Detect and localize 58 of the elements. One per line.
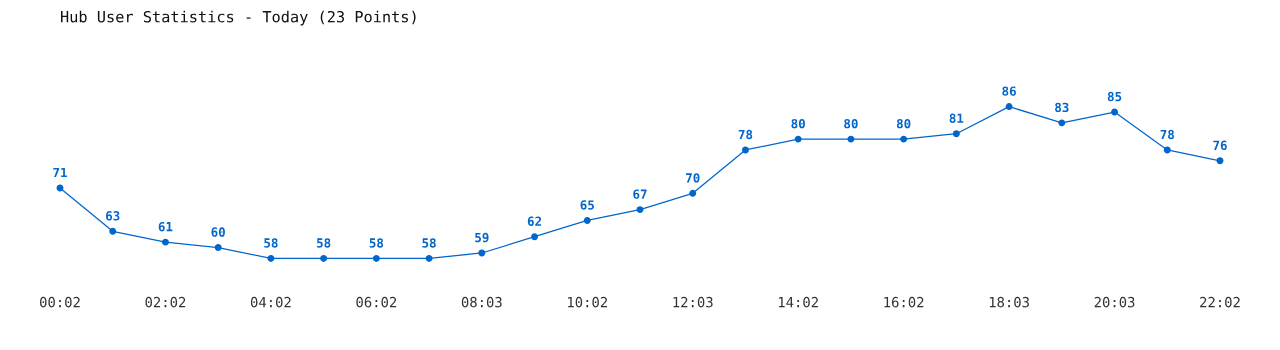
point bbox=[741, 146, 749, 154]
data-label: 60 bbox=[211, 227, 225, 237]
data-label: 78 bbox=[1160, 129, 1175, 140]
data-label: 76 bbox=[1213, 140, 1227, 151]
point bbox=[1058, 119, 1066, 127]
x-tick-label: 08:03 bbox=[461, 296, 502, 308]
x-tick-label: 14:02 bbox=[778, 296, 818, 308]
data-label: 81 bbox=[949, 113, 964, 123]
point bbox=[900, 135, 908, 143]
data-label: 78 bbox=[738, 129, 753, 140]
x-tick-label: 10:02 bbox=[568, 296, 607, 308]
data-label: 61 bbox=[158, 221, 173, 232]
point bbox=[583, 216, 591, 224]
x-tick-label: 00:02 bbox=[40, 296, 80, 308]
x-tick-label: 22:02 bbox=[1200, 296, 1240, 308]
point bbox=[1163, 146, 1171, 154]
data-label: 67 bbox=[633, 189, 647, 199]
data-label: 58 bbox=[369, 238, 384, 248]
x-tick-label: 20:03 bbox=[1094, 296, 1135, 308]
data-label: 70 bbox=[686, 173, 700, 183]
point bbox=[214, 244, 222, 252]
point bbox=[1111, 108, 1119, 116]
x-tick-label: 18:03 bbox=[989, 296, 1029, 308]
point bbox=[478, 249, 486, 257]
data-label: 58 bbox=[264, 238, 278, 248]
data-label: 83 bbox=[1055, 102, 1069, 113]
data-label: 62 bbox=[527, 216, 542, 226]
data-label: 85 bbox=[1107, 91, 1122, 102]
point bbox=[161, 238, 169, 246]
data-label: 65 bbox=[580, 200, 594, 210]
x-tick-label: 02:02 bbox=[145, 296, 186, 308]
data-label: 80 bbox=[896, 118, 911, 129]
point bbox=[267, 254, 275, 262]
data-label: 71 bbox=[53, 167, 67, 177]
point bbox=[320, 254, 328, 262]
point bbox=[531, 233, 539, 241]
chart-title: Hub User Statistics - Today (23 Points) bbox=[61, 10, 416, 26]
data-label: 86 bbox=[1002, 86, 1016, 96]
point bbox=[636, 206, 644, 214]
point bbox=[794, 135, 802, 143]
point bbox=[689, 189, 697, 197]
point bbox=[952, 130, 960, 138]
point bbox=[372, 254, 380, 262]
x-tick-label: 06:02 bbox=[356, 296, 397, 308]
data-label: 80 bbox=[791, 118, 805, 129]
point bbox=[1005, 103, 1013, 111]
x-tick-label: 04:02 bbox=[250, 296, 291, 308]
data-label: 58 bbox=[422, 238, 436, 248]
point bbox=[847, 135, 855, 143]
point bbox=[1216, 157, 1224, 165]
x-tick-label: 16:02 bbox=[884, 296, 924, 308]
x-tick-label: 12:03 bbox=[673, 296, 713, 308]
data-label: 58 bbox=[316, 238, 331, 248]
data-label: 80 bbox=[844, 118, 858, 129]
point bbox=[109, 227, 117, 235]
data-label: 63 bbox=[106, 211, 120, 221]
point bbox=[425, 254, 433, 262]
data-label: 59 bbox=[475, 232, 489, 243]
